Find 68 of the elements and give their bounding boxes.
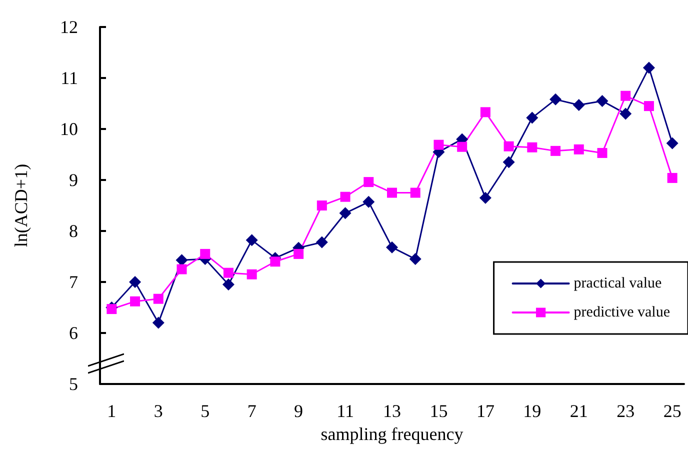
point [129,276,142,288]
point [572,99,585,112]
x-axis-title: sampling frequency [320,424,464,444]
y-tick-label: 5 [69,374,78,394]
y-tick-label: 10 [60,119,78,139]
point [667,172,678,183]
x-tick-label: 23 [616,401,635,421]
point [364,177,374,188]
point [246,269,257,280]
point [550,146,561,156]
y-tick-label: 8 [69,221,78,241]
legend-label: practical value [574,276,662,292]
y-tick-label: 12 [60,17,78,37]
point [106,304,117,314]
point [666,137,678,150]
x-tick-label: 7 [247,401,256,421]
point [316,200,327,210]
point [479,192,492,204]
y-tick-label: 7 [69,272,78,292]
point [316,236,328,248]
point [223,268,234,278]
point [550,93,562,106]
x-tick-label: 11 [336,401,354,421]
point [246,234,258,246]
point [642,62,655,74]
x-tick-label: 19 [523,401,542,421]
y-axis-title: ln(ACD+1) [11,164,31,248]
point [200,248,210,259]
point [362,196,375,208]
point [596,94,608,107]
point [574,144,584,154]
x-tick-label: 5 [200,401,210,421]
x-tick-label: 3 [154,401,163,421]
point [527,142,538,152]
point [597,148,608,158]
point [340,192,350,202]
point [270,256,280,267]
point [410,188,420,198]
x-tick-label: 15 [430,401,448,421]
point [339,207,352,220]
x-tick-label: 1 [107,401,116,421]
x-tick-label: 25 [663,401,682,421]
point [409,253,422,266]
x-tick-label: 9 [294,401,304,421]
point [152,316,164,329]
point [644,101,654,112]
point [502,156,515,168]
point [457,142,468,152]
point [294,248,304,259]
x-tick-label: 17 [476,401,494,421]
point [480,107,490,118]
x-tick-label: 13 [383,401,401,421]
point [620,90,631,101]
point [222,278,234,291]
legend-label: predictive value [574,304,670,320]
point [386,241,398,254]
y-tick-label: 9 [69,170,78,190]
point [130,296,140,306]
y-tick-label: 6 [69,323,78,343]
point [620,108,632,120]
x-tick-label: 21 [570,401,588,421]
point [504,141,514,152]
point [153,294,164,304]
point [526,112,538,124]
point [387,188,397,198]
point [176,264,187,274]
y-tick-label: 11 [60,68,78,88]
point [434,140,444,150]
